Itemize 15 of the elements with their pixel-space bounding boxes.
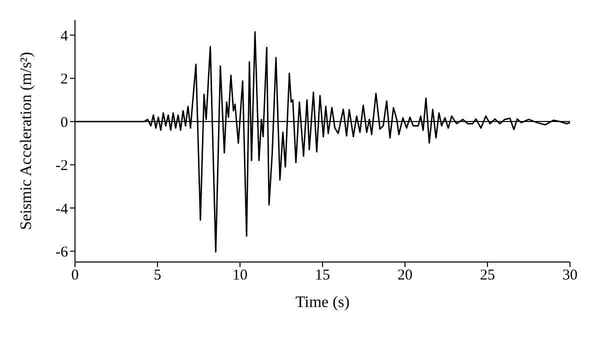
y-axis-title: Seismic Acceleration (m/s²) xyxy=(18,52,35,230)
y-tick-label: 2 xyxy=(60,72,68,88)
x-axis-title: Time (s) xyxy=(295,294,350,311)
y-tick-label: 0 xyxy=(60,114,68,131)
x-tick-label: 5 xyxy=(154,268,162,284)
x-tick-label: 15 xyxy=(315,268,330,284)
y-tick-label: -4 xyxy=(56,201,68,218)
x-tick-label: 30 xyxy=(562,268,578,284)
x-tick-label: 0 xyxy=(71,268,79,284)
y-tick-label: -6 xyxy=(56,244,68,261)
y-tick-label: -2 xyxy=(56,158,68,174)
y-tick-label: 4 xyxy=(60,28,68,44)
x-tick-label: 10 xyxy=(232,268,248,284)
x-tick-label: 20 xyxy=(398,268,412,284)
x-tick-label: 25 xyxy=(480,268,495,284)
